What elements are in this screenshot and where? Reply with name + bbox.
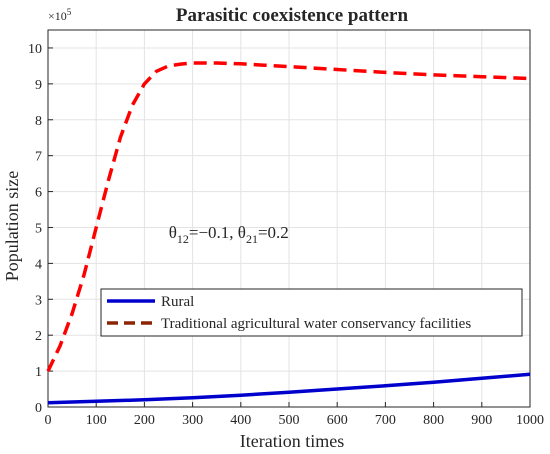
y-tick-label: 6 (35, 186, 42, 201)
y-tick-label: 7 (35, 150, 42, 165)
y-axis-exponent-power: 5 (67, 7, 72, 17)
legend-label-1: Traditional agricultural water conservan… (161, 316, 471, 332)
legend-items: Rural Traditional agricultural water cons… (107, 294, 471, 332)
x-tick-label: 100 (86, 413, 107, 428)
y-tick-label: 10 (28, 42, 42, 57)
x-axis-label: Iteration times (240, 431, 344, 451)
legend-box (100, 288, 523, 337)
annotation-text: θ (169, 223, 177, 242)
parameter-annotation: θ12=−0.1, θ21=0.2 (169, 223, 289, 246)
annotation-subscript: 12 (177, 232, 189, 246)
legend: Rural Traditional agricultural water cons… (100, 288, 523, 337)
ticks: 0 100 200 300 400 500 600 700 800 900 100001234567… (28, 42, 544, 428)
x-tick-label: 1000 (516, 413, 544, 428)
x-tick-label: 800 (423, 413, 444, 428)
y-tick-label: 4 (35, 257, 42, 272)
x-tick-label: 700 (375, 413, 396, 428)
y-tick-label: 1 (35, 365, 42, 380)
series-group (46, 61, 531, 405)
y-tick-label: 2 (35, 329, 42, 344)
y-tick-label: 9 (35, 78, 42, 93)
y-axis-exponent: ×105 (48, 7, 72, 23)
y-tick-label: 5 (35, 221, 42, 236)
x-tick-label: 500 (279, 413, 300, 428)
x-tick-label: 400 (230, 413, 251, 428)
annotation-subscript: 21 (246, 232, 258, 246)
x-tick-label: 200 (134, 413, 155, 428)
series-line-0 (47, 372, 531, 405)
y-tick-label: 0 (35, 401, 42, 416)
x-tick-label: 300 (182, 413, 203, 428)
y-axis-label: Population size (2, 171, 22, 282)
chart-title: Parasitic coexistence pattern (176, 5, 409, 26)
legend-label-0: Rural (161, 294, 194, 310)
x-tick-label: 900 (471, 413, 492, 428)
y-tick-label: 8 (35, 114, 42, 129)
annotation-text: =−0.1, θ (189, 223, 246, 242)
y-axis-exponent-base: ×10 (48, 9, 67, 23)
x-tick-label: 600 (327, 413, 348, 428)
x-tick-label: 0 (45, 413, 52, 428)
series-line-1 (46, 61, 531, 372)
annotation-text: =0.2 (258, 223, 289, 242)
y-tick-label: 3 (35, 293, 42, 308)
